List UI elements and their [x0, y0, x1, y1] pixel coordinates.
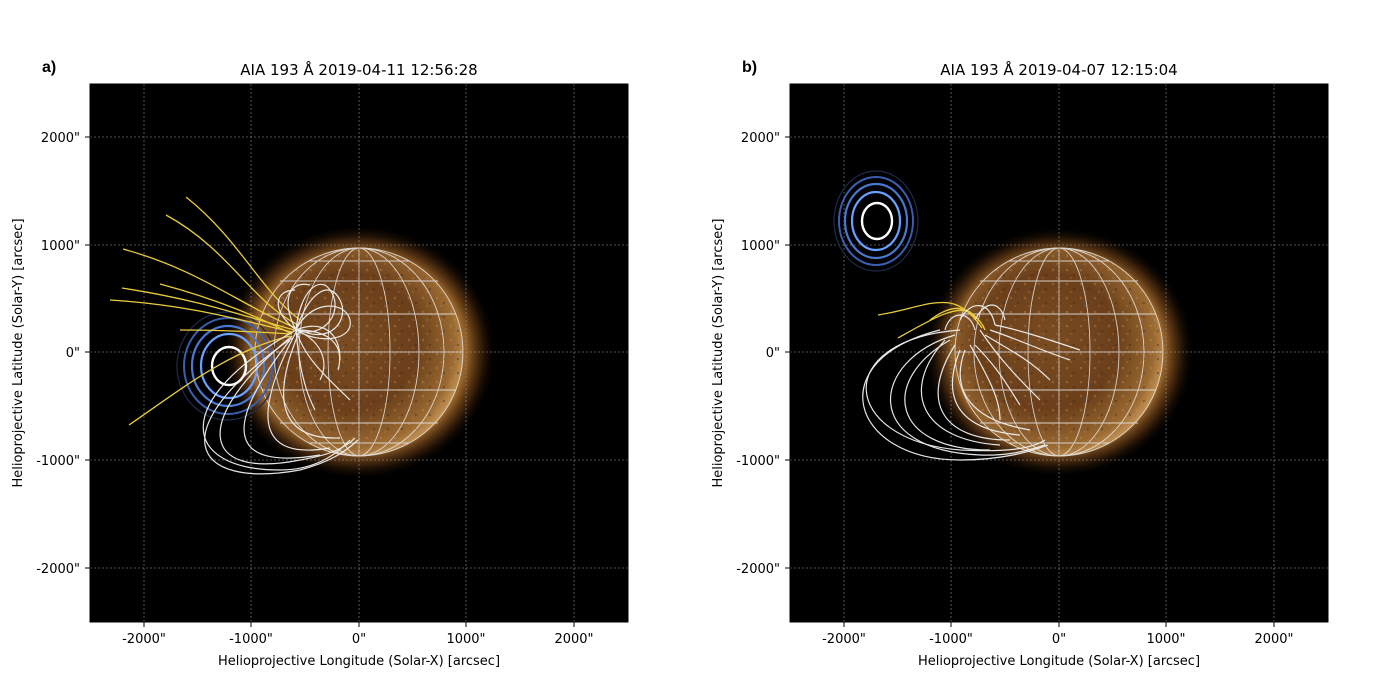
x-tick-label: 1000"	[446, 632, 485, 647]
panel-a: a) AIA 193 Å 2019-04-11 12:56:28	[11, 59, 629, 669]
axis-grid	[90, 84, 628, 622]
y-tick-label: 0"	[66, 346, 80, 361]
y-tick-label: -2000"	[736, 562, 780, 577]
x-tick-label: 2000"	[1254, 632, 1293, 647]
magnetic-field-lines-icon	[202, 283, 359, 475]
x-tick-label: -1000"	[229, 632, 273, 647]
x-tick-label: 0"	[1052, 632, 1066, 647]
panel-title: AIA 193 Å 2019-04-07 12:15:04	[940, 60, 1177, 79]
y-tick-label: 1000"	[41, 239, 80, 254]
y-axis-label: Helioprojective Latitude (Solar-Y) [arcs…	[711, 218, 726, 487]
x-tick-label: 0"	[352, 632, 366, 647]
y-axis-label: Helioprojective Latitude (Solar-Y) [arcs…	[11, 218, 26, 487]
y-tick-label: -1000"	[36, 454, 80, 469]
x-axis-label: Helioprojective Longitude (Solar-X) [arc…	[218, 654, 500, 669]
x-axis-label: Helioprojective Longitude (Solar-X) [arc…	[918, 654, 1200, 669]
y-tick-label: 1000"	[741, 239, 780, 254]
magnetic-field-lines-icon	[862, 304, 1081, 461]
probability-contours-icon	[176, 311, 278, 421]
x-tick-label: -2000"	[822, 632, 866, 647]
probability-contours-icon	[833, 170, 919, 272]
panel-title: AIA 193 Å 2019-04-11 12:56:28	[240, 60, 477, 79]
panel-letter: b)	[742, 59, 757, 76]
x-tick-label: 1000"	[1146, 632, 1185, 647]
y-tick-label: -2000"	[36, 562, 80, 577]
magnetic-field-lines-icon	[877, 301, 986, 339]
axis-grid	[790, 84, 1328, 622]
panel-b: b) AIA 193 Å 2019-04-07 12:15:04	[711, 59, 1329, 669]
x-tick-label: -1000"	[929, 632, 973, 647]
y-tick-label: 0"	[766, 346, 780, 361]
panel-letter: a)	[42, 59, 56, 76]
y-tick-label: 2000"	[741, 131, 780, 146]
y-tick-label: -1000"	[736, 454, 780, 469]
magnetic-field-lines-icon	[109, 196, 301, 426]
x-tick-label: 2000"	[554, 632, 593, 647]
x-tick-label: -2000"	[122, 632, 166, 647]
y-tick-label: 2000"	[41, 131, 80, 146]
